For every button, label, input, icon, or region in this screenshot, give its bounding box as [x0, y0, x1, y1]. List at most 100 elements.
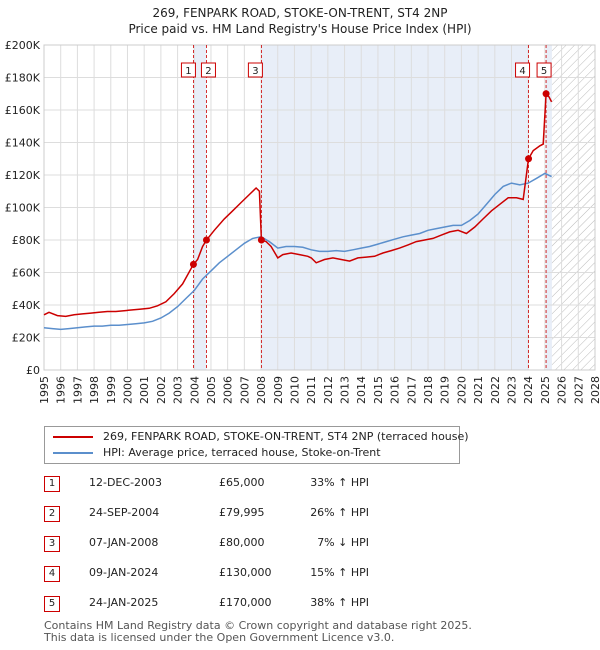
transaction-point — [542, 90, 550, 98]
x-tick-label: 2025 — [539, 376, 552, 404]
transaction-date: 09-JAN-2024 — [89, 566, 159, 579]
x-tick-label: 1997 — [71, 376, 84, 404]
y-tick-label: £180K — [5, 72, 41, 85]
chart-legend: 269, FENPARK ROAD, STOKE-ON-TRENT, ST4 2… — [44, 426, 469, 464]
y-tick-label: £80K — [12, 234, 41, 247]
x-tick-label: 2007 — [238, 376, 251, 404]
transaction-hpi-change: 33% ↑ HPI — [310, 476, 369, 489]
y-tick-label: £0 — [26, 364, 40, 377]
legend-label-property: 269, FENPARK ROAD, STOKE-ON-TRENT, ST4 2… — [103, 430, 469, 443]
legend-swatch-hpi — [53, 452, 93, 454]
plot-frame — [43, 44, 596, 371]
x-tick-label: 2020 — [455, 376, 468, 404]
legend-item-hpi: HPI: Average price, terraced house, Stok… — [53, 445, 381, 461]
x-tick-label: 2014 — [355, 376, 368, 404]
x-tick-label: 2016 — [389, 376, 402, 404]
y-tick-label: £20K — [12, 332, 41, 345]
transaction-number: 5 — [44, 596, 60, 612]
transaction-hpi-change: 38% ↑ HPI — [310, 596, 369, 609]
hpi-series-line — [43, 172, 552, 331]
transaction-number: 2 — [44, 506, 60, 522]
table-row: 4 09-JAN-2024 £130,000 15% ↑ HPI — [44, 562, 424, 592]
footer-line-2: This data is licensed under the Open Gov… — [44, 631, 395, 644]
x-tick-label: 2021 — [472, 376, 485, 404]
transaction-label: 2 — [205, 66, 211, 77]
y-tick-label: £100K — [5, 202, 41, 215]
transaction-number: 4 — [44, 566, 60, 582]
transaction-price: £65,000 — [219, 476, 265, 489]
x-tick-label: 2011 — [305, 376, 318, 404]
transaction-label: 3 — [252, 66, 258, 77]
y-tick-label: £140K — [5, 137, 41, 150]
x-tick-label: 2018 — [422, 376, 435, 404]
transaction-price: £80,000 — [219, 536, 265, 549]
y-tick-label: £120K — [5, 169, 41, 182]
transaction-hpi-change: 26% ↑ HPI — [310, 506, 369, 519]
property-series-line — [43, 92, 553, 318]
transaction-date: 07-JAN-2008 — [89, 536, 159, 549]
legend-swatch-property — [53, 436, 93, 438]
transaction-date: 24-JAN-2025 — [89, 596, 159, 609]
chart-subtitle: Price paid vs. HM Land Registry's House … — [128, 22, 471, 36]
transaction-price: £170,000 — [219, 596, 272, 609]
x-tick-label: 2006 — [222, 376, 235, 404]
x-tick-label: 2003 — [172, 376, 185, 404]
transaction-label: 4 — [519, 66, 525, 77]
x-tick-label: 2017 — [405, 376, 418, 404]
transaction-hpi-change: 7% ↓ HPI — [317, 536, 369, 549]
table-row: 2 24-SEP-2004 £79,995 26% ↑ HPI — [44, 502, 424, 532]
transaction-point — [189, 260, 197, 268]
x-tick-label: 2012 — [322, 376, 335, 404]
footer-line-1: Contains HM Land Registry data © Crown c… — [44, 619, 472, 632]
transaction-label-box — [515, 62, 531, 78]
table-row: 1 12-DEC-2003 £65,000 33% ↑ HPI — [44, 472, 424, 502]
table-row: 3 07-JAN-2008 £80,000 7% ↓ HPI — [44, 532, 424, 562]
transaction-point — [202, 236, 210, 244]
transaction-point — [257, 236, 265, 244]
transaction-label-box — [180, 62, 196, 78]
transaction-label-box — [200, 62, 216, 78]
transaction-label-box — [536, 62, 552, 78]
transaction-date: 24-SEP-2004 — [89, 506, 160, 519]
x-tick-label: 2028 — [589, 376, 600, 404]
transaction-hpi-change: 15% ↑ HPI — [310, 566, 369, 579]
y-tick-label: £60K — [12, 267, 41, 280]
y-tick-label: £200K — [5, 39, 41, 52]
footer-attribution: Contains HM Land Registry data © Crown c… — [44, 620, 472, 644]
transaction-date: 12-DEC-2003 — [89, 476, 163, 489]
x-tick-label: 1999 — [105, 376, 118, 404]
x-tick-label: 2002 — [155, 376, 168, 404]
x-tick-label: 2001 — [138, 376, 151, 404]
price-chart: 269, FENPARK ROAD, STOKE-ON-TRENT, ST4 2… — [5, 6, 600, 404]
x-tick-label: 2000 — [121, 376, 134, 404]
x-tick-label: 1998 — [88, 376, 101, 404]
x-tick-label: 2010 — [288, 376, 301, 404]
x-tick-label: 1995 — [38, 376, 51, 404]
x-tick-label: 2013 — [339, 376, 352, 404]
transaction-price: £130,000 — [219, 566, 272, 579]
x-tick-label: 2019 — [439, 376, 452, 404]
y-tick-label: £160K — [5, 104, 41, 117]
x-tick-label: 2005 — [205, 376, 218, 404]
y-tick-label: £40K — [12, 299, 41, 312]
legend-item-property: 269, FENPARK ROAD, STOKE-ON-TRENT, ST4 2… — [53, 429, 469, 445]
transaction-label-box — [247, 62, 263, 78]
transaction-label: 5 — [541, 66, 547, 77]
x-tick-label: 2015 — [372, 376, 385, 404]
x-tick-label: 1996 — [55, 376, 68, 404]
transactions-table: 1 12-DEC-2003 £65,000 33% ↑ HPI 2 24-SEP… — [44, 472, 424, 622]
table-row: 5 24-JAN-2025 £170,000 38% ↑ HPI — [44, 592, 424, 622]
x-tick-label: 2026 — [556, 376, 569, 404]
transaction-point — [525, 155, 533, 163]
transaction-label: 1 — [185, 66, 191, 77]
chart-title: 269, FENPARK ROAD, STOKE-ON-TRENT, ST4 2… — [153, 6, 448, 20]
transaction-number: 1 — [44, 476, 60, 492]
x-tick-label: 2023 — [506, 376, 519, 404]
transaction-number: 3 — [44, 536, 60, 552]
x-tick-label: 2022 — [489, 376, 502, 404]
x-tick-label: 2004 — [188, 376, 201, 404]
x-tick-label: 2024 — [522, 376, 535, 404]
x-tick-label: 2008 — [255, 376, 268, 404]
legend-label-hpi: HPI: Average price, terraced house, Stok… — [103, 446, 381, 459]
x-tick-label: 2009 — [272, 376, 285, 404]
